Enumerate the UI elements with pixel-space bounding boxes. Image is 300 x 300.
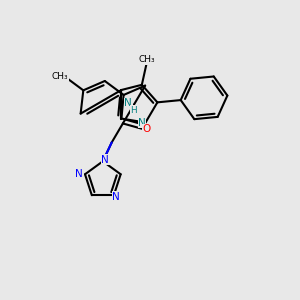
Text: H: H — [130, 106, 137, 115]
Text: O: O — [142, 124, 151, 134]
Text: N: N — [138, 118, 146, 128]
Text: N: N — [75, 169, 83, 179]
Text: H: H — [144, 125, 151, 134]
Text: CH₃: CH₃ — [52, 72, 68, 81]
Text: N: N — [101, 155, 109, 165]
Text: N: N — [112, 192, 120, 202]
Text: CH₃: CH₃ — [139, 55, 155, 64]
Text: N: N — [124, 98, 132, 108]
